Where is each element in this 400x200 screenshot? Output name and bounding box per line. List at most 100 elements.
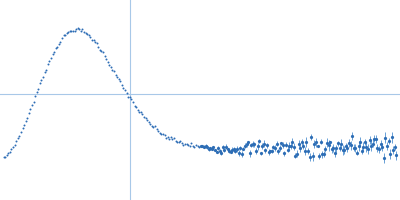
Point — [44, 62, 51, 66]
Point — [60, 34, 67, 37]
Point — [168, 136, 174, 139]
Point — [92, 41, 98, 44]
Point — [12, 144, 18, 147]
Point — [112, 73, 119, 76]
Point — [130, 101, 136, 104]
Point — [54, 45, 60, 49]
Point — [147, 122, 154, 126]
Point — [196, 145, 202, 148]
Point — [67, 29, 73, 32]
Point — [64, 31, 70, 34]
Point — [154, 127, 160, 130]
Point — [70, 30, 76, 33]
Point — [42, 71, 48, 74]
Point — [166, 137, 172, 140]
Point — [84, 32, 90, 35]
Point — [174, 140, 180, 143]
Point — [117, 80, 124, 83]
Point — [138, 110, 144, 114]
Point — [90, 38, 97, 42]
Point — [164, 135, 171, 138]
Point — [32, 94, 38, 97]
Point — [2, 155, 8, 158]
Point — [160, 132, 166, 136]
Point — [7, 150, 13, 154]
Point — [62, 34, 68, 37]
Point — [37, 81, 43, 84]
Point — [128, 98, 134, 101]
Point — [38, 79, 45, 82]
Point — [65, 31, 72, 34]
Point — [86, 34, 92, 37]
Point — [133, 106, 139, 109]
Point — [73, 27, 79, 31]
Point — [172, 140, 179, 143]
Point — [30, 100, 37, 103]
Point — [52, 46, 59, 50]
Point — [152, 124, 158, 128]
Point — [155, 130, 161, 133]
Point — [59, 36, 65, 39]
Point — [116, 77, 122, 80]
Point — [177, 140, 184, 143]
Point — [122, 88, 128, 91]
Point — [149, 125, 155, 128]
Point — [10, 145, 16, 149]
Point — [158, 133, 164, 136]
Point — [108, 65, 114, 68]
Point — [29, 103, 35, 106]
Point — [16, 134, 22, 137]
Point — [51, 51, 57, 54]
Point — [43, 68, 49, 72]
Point — [19, 127, 26, 130]
Point — [119, 84, 125, 87]
Point — [68, 29, 75, 33]
Point — [79, 28, 86, 31]
Point — [94, 42, 100, 45]
Point — [40, 75, 46, 79]
Point — [34, 91, 40, 94]
Point — [27, 108, 34, 111]
Point — [114, 76, 120, 79]
Point — [190, 145, 196, 148]
Point — [142, 117, 149, 120]
Point — [163, 136, 169, 139]
Point — [98, 50, 105, 53]
Point — [111, 69, 117, 72]
Point — [0, 155, 7, 159]
Point — [156, 131, 163, 134]
Point — [95, 45, 102, 48]
Point — [127, 96, 133, 99]
Point — [176, 140, 182, 143]
Point — [15, 137, 21, 140]
Point — [186, 144, 193, 147]
Point — [104, 61, 111, 64]
Point — [139, 112, 146, 115]
Point — [120, 86, 127, 89]
Point — [144, 118, 150, 122]
Point — [71, 29, 78, 32]
Point — [169, 138, 176, 141]
Point — [82, 31, 89, 34]
Point — [150, 125, 157, 129]
Point — [35, 87, 42, 90]
Point — [57, 40, 64, 43]
Point — [56, 42, 62, 45]
Point — [8, 148, 15, 151]
Point — [100, 50, 106, 54]
Point — [109, 69, 116, 72]
Point — [188, 142, 194, 145]
Point — [131, 104, 138, 107]
Point — [18, 131, 24, 134]
Point — [191, 145, 198, 149]
Point — [106, 63, 112, 66]
Point — [103, 58, 109, 61]
Point — [89, 38, 95, 41]
Point — [161, 133, 168, 137]
Point — [74, 26, 81, 29]
Point — [76, 28, 82, 31]
Point — [21, 124, 27, 127]
Point — [136, 110, 142, 113]
Point — [180, 143, 187, 147]
Point — [193, 144, 199, 147]
